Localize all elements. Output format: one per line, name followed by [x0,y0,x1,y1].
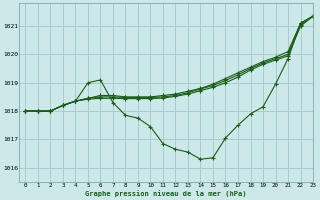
X-axis label: Graphe pression niveau de la mer (hPa): Graphe pression niveau de la mer (hPa) [85,190,247,197]
